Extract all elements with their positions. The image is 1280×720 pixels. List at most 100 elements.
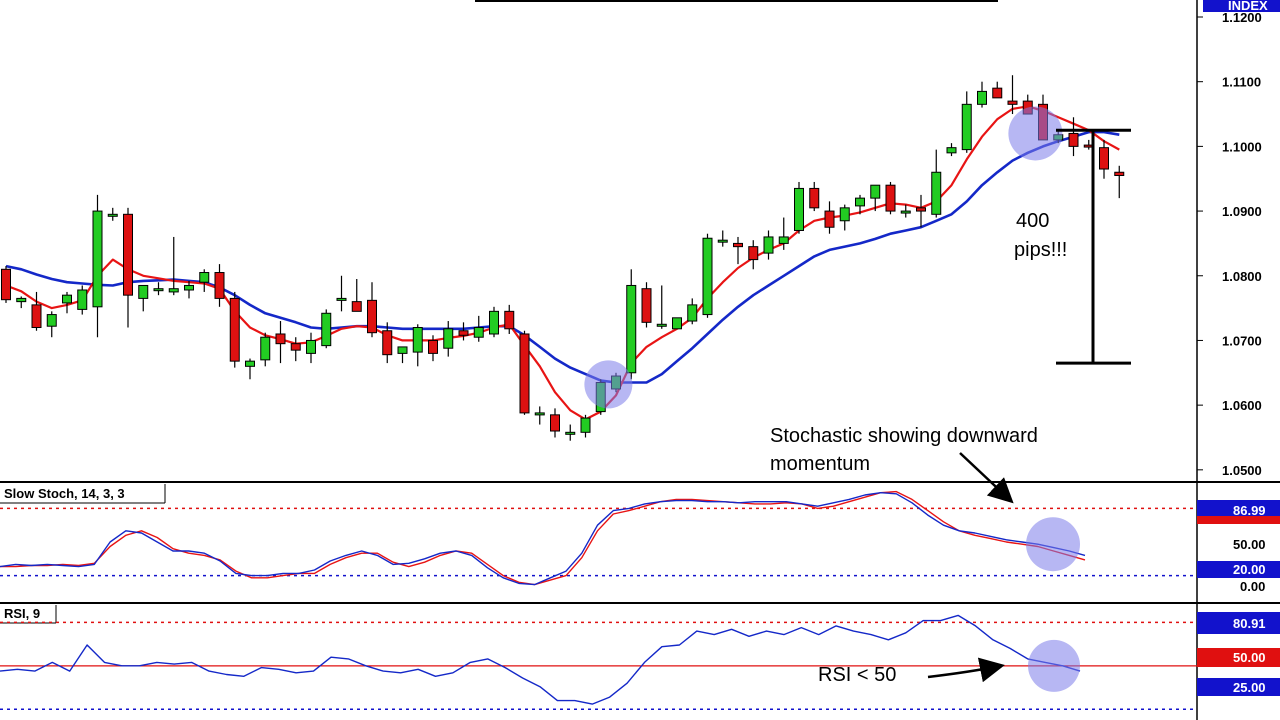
stoch-lower-badge — [1197, 561, 1280, 578]
candle-body — [794, 187, 804, 231]
candle — [717, 230, 728, 247]
candle — [809, 181, 820, 212]
candle — [321, 309, 332, 349]
candle — [31, 291, 42, 331]
price-panel: 400 pips!!! — [1, 0, 1131, 441]
candle-body — [702, 237, 713, 316]
stoch-lower-badge-value: 20.00 — [1233, 562, 1266, 577]
stoch-k-layer — [0, 492, 1086, 586]
candle — [397, 346, 408, 364]
index-label: INDEX — [1228, 0, 1268, 13]
candle — [977, 81, 987, 108]
rsi-mid-badge-text: 50.00 — [1233, 650, 1266, 665]
candle — [336, 275, 347, 312]
candle-body — [900, 210, 911, 214]
candle — [855, 194, 865, 215]
candle-body — [1114, 171, 1125, 176]
price-tick-label: 1.1000 — [1222, 139, 1262, 154]
candle-body — [672, 317, 682, 330]
candle-body — [977, 90, 987, 105]
rsi-value-badge-text: 80.91 — [1233, 616, 1266, 631]
candle — [626, 269, 637, 380]
candle-body — [946, 147, 957, 154]
candle-body — [214, 272, 225, 299]
candle — [580, 414, 591, 438]
candle — [123, 207, 133, 328]
candle — [107, 207, 118, 221]
price-tick-label: 1.0700 — [1222, 333, 1262, 348]
candle-body — [168, 288, 179, 293]
candle — [794, 181, 804, 234]
candle — [458, 322, 469, 341]
stoch-annotation-line2: momentum — [770, 453, 870, 475]
candle-body — [961, 103, 972, 151]
candle — [672, 317, 682, 330]
candle — [824, 201, 835, 234]
candle-body — [1068, 132, 1079, 147]
stoch-k-badge-value: 86.99 — [1233, 503, 1266, 518]
candle-body — [199, 272, 210, 283]
candle-body — [458, 330, 469, 336]
candle — [931, 149, 942, 218]
candle — [245, 358, 255, 380]
candle — [565, 424, 576, 441]
candle-body — [626, 284, 637, 374]
candle-body — [824, 210, 835, 228]
candle-body — [428, 339, 438, 354]
candle-body — [412, 327, 423, 353]
candle — [733, 236, 743, 265]
candle-body — [443, 328, 454, 349]
candle — [641, 282, 652, 328]
candle-body — [92, 210, 103, 308]
candle — [778, 217, 789, 250]
candle — [62, 291, 72, 314]
candle-body — [656, 323, 667, 327]
candle — [946, 143, 957, 157]
candle-body — [534, 412, 545, 416]
candle — [199, 269, 210, 292]
candle-body — [1, 268, 11, 301]
candle-body — [717, 239, 728, 243]
candle-body — [763, 236, 774, 254]
candle-body — [809, 187, 820, 209]
rsi-lower-badge — [1197, 678, 1280, 696]
price-tick-label: 1.0800 — [1222, 269, 1262, 284]
stoch-tick-50: 50.00 — [1233, 537, 1266, 552]
candle-body — [580, 417, 591, 433]
candles-layer — [1, 75, 1125, 441]
candle — [367, 282, 377, 338]
ma-crossover-highlight-up — [584, 360, 633, 409]
candle-body — [306, 339, 316, 354]
candle-body — [778, 236, 789, 244]
candle-body — [504, 310, 515, 330]
candle — [992, 81, 1003, 99]
candle — [412, 324, 423, 367]
candle — [153, 282, 164, 296]
candle-body — [321, 312, 332, 347]
candle-body — [1007, 100, 1018, 105]
candle-body — [839, 207, 850, 222]
price-tick-label: 1.0500 — [1222, 463, 1262, 478]
rsi-highlight-circle — [1028, 639, 1080, 692]
candle-body — [748, 246, 759, 261]
candle-body — [855, 197, 865, 207]
candle-body — [229, 297, 240, 362]
candle-body — [153, 288, 164, 292]
candle — [748, 240, 759, 270]
candle-body — [46, 314, 57, 327]
rsi-annotation-arrow — [927, 657, 1005, 683]
candle — [428, 335, 438, 362]
candle-body — [351, 301, 362, 312]
stoch-d-line — [0, 490, 1086, 586]
candle — [1007, 75, 1018, 115]
candle — [16, 296, 27, 309]
candle-body — [107, 213, 118, 217]
stoch-title: Slow Stoch, 14, 3, 3 — [4, 486, 125, 501]
candle — [260, 332, 271, 367]
candle — [702, 233, 713, 318]
candle-body — [260, 336, 271, 361]
price-highlights — [584, 106, 1063, 409]
candle — [229, 291, 240, 368]
price-ticks: 1.0500 1.0600 1.0700 1.0800 1.0900 1.1000 1.11… — [1197, 10, 1262, 478]
